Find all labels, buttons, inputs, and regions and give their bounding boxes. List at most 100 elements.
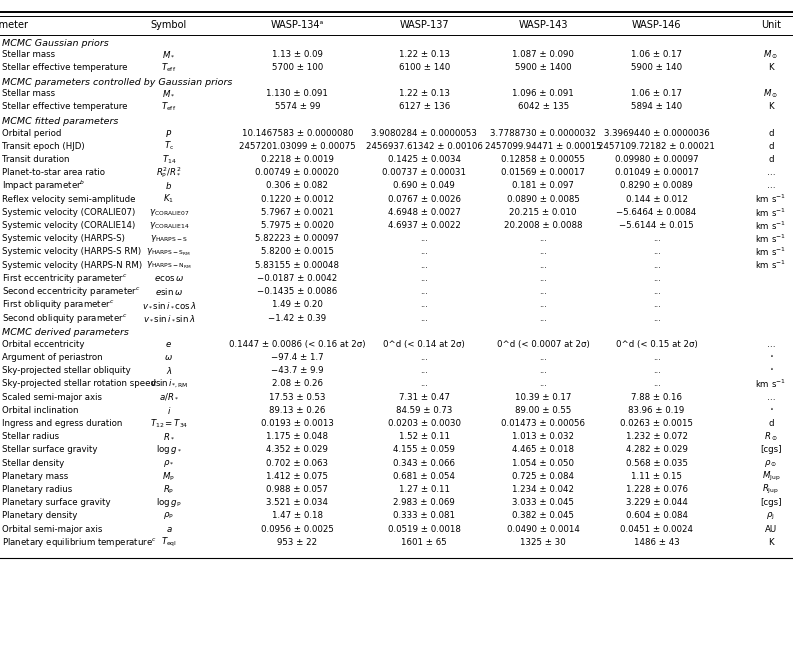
Text: 84.59 ± 0.73: 84.59 ± 0.73 xyxy=(396,406,453,415)
Text: 5574 ± 99: 5574 ± 99 xyxy=(274,103,320,111)
Text: $T_{\rm eff}$: $T_{\rm eff}$ xyxy=(161,62,177,74)
Text: 20.215 ± 0.010: 20.215 ± 0.010 xyxy=(509,208,577,217)
Text: 0.01473 ± 0.00056: 0.01473 ± 0.00056 xyxy=(501,419,585,428)
Text: K: K xyxy=(768,538,774,547)
Text: 5.7975 ± 0.0020: 5.7975 ± 0.0020 xyxy=(261,221,334,230)
Text: 5894 ± 140: 5894 ± 140 xyxy=(631,103,682,111)
Text: $\rho_{\rm J}$: $\rho_{\rm J}$ xyxy=(767,511,775,521)
Text: 0.181 ± 0.097: 0.181 ± 0.097 xyxy=(512,181,574,191)
Text: 0.0203 ± 0.0030: 0.0203 ± 0.0030 xyxy=(388,419,461,428)
Text: 0.1425 ± 0.0034: 0.1425 ± 0.0034 xyxy=(388,155,461,164)
Text: MCMC fitted parameters: MCMC fitted parameters xyxy=(2,117,119,126)
Text: 0.568 ± 0.035: 0.568 ± 0.035 xyxy=(626,458,688,468)
Text: 3.033 ± 0.045: 3.033 ± 0.045 xyxy=(512,499,574,507)
Text: $b$: $b$ xyxy=(166,180,172,191)
Text: 0.690 ± 0.049: 0.690 ± 0.049 xyxy=(393,181,455,191)
Text: MCMC derived parameters: MCMC derived parameters xyxy=(2,328,129,338)
Text: $\rho_\odot$: $\rho_\odot$ xyxy=(764,458,777,468)
Text: 1.175 ± 0.048: 1.175 ± 0.048 xyxy=(266,432,328,441)
Text: 7.88 ± 0.16: 7.88 ± 0.16 xyxy=(631,393,682,401)
Text: $T_{\rm eff}$: $T_{\rm eff}$ xyxy=(161,101,177,113)
Text: 0.725 ± 0.084: 0.725 ± 0.084 xyxy=(512,472,574,481)
Text: 0.1447 ± 0.0086 (< 0.16 at 2σ): 0.1447 ± 0.0086 (< 0.16 at 2σ) xyxy=(229,340,366,349)
Text: Systemic velocity (HARPS-N RM): Systemic velocity (HARPS-N RM) xyxy=(2,261,143,270)
Text: 1601 ± 65: 1601 ± 65 xyxy=(401,538,447,547)
Text: 0^d (< 0.15 at 2σ): 0^d (< 0.15 at 2σ) xyxy=(615,340,698,349)
Text: ...: ... xyxy=(653,366,661,375)
Text: ...: ... xyxy=(653,379,661,389)
Text: $R_{\rm Jup}$: $R_{\rm Jup}$ xyxy=(762,483,780,496)
Text: ...: ... xyxy=(420,379,428,389)
Text: 5.8200 ± 0.0015: 5.8200 ± 0.0015 xyxy=(261,248,334,256)
Text: Sky-projected stellar obliquity: Sky-projected stellar obliquity xyxy=(2,366,131,375)
Text: 89.13 ± 0.26: 89.13 ± 0.26 xyxy=(269,406,326,415)
Text: $\rho_{\rm P}$: $\rho_{\rm P}$ xyxy=(163,511,174,521)
Text: 1.13 ± 0.09: 1.13 ± 0.09 xyxy=(272,50,323,59)
Text: d: d xyxy=(768,419,773,428)
Text: 3.9080284 ± 0.0000053: 3.9080284 ± 0.0000053 xyxy=(371,129,477,138)
Text: $\gamma_{\rm CORALIE07}$: $\gamma_{\rm CORALIE07}$ xyxy=(148,207,190,218)
Text: 1.22 ± 0.13: 1.22 ± 0.13 xyxy=(399,89,450,98)
Text: 3.521 ± 0.034: 3.521 ± 0.034 xyxy=(266,499,328,507)
Text: 7.31 ± 0.47: 7.31 ± 0.47 xyxy=(399,393,450,401)
Text: 5700 ± 100: 5700 ± 100 xyxy=(272,63,323,72)
Text: 0.8290 ± 0.0089: 0.8290 ± 0.0089 xyxy=(620,181,693,191)
Text: Planetary equilibrium temperature$^c$: Planetary equilibrium temperature$^c$ xyxy=(2,536,157,549)
Text: ...: ... xyxy=(420,287,428,296)
Text: $P$: $P$ xyxy=(165,127,173,138)
Text: ...: ... xyxy=(653,248,661,256)
Text: $v_*\sin i_*\cos\lambda$: $v_*\sin i_*\cos\lambda$ xyxy=(142,300,196,309)
Text: 0.0263 ± 0.0015: 0.0263 ± 0.0015 xyxy=(620,419,693,428)
Text: ...: ... xyxy=(539,248,547,256)
Text: 20.2008 ± 0.0088: 20.2008 ± 0.0088 xyxy=(504,221,582,230)
Text: 0.343 ± 0.066: 0.343 ± 0.066 xyxy=(393,458,455,468)
Text: ...: ... xyxy=(539,313,547,323)
Text: ...: ... xyxy=(420,248,428,256)
Text: 0.00737 ± 0.00031: 0.00737 ± 0.00031 xyxy=(382,168,466,177)
Text: Second obliquity parameter$^c$: Second obliquity parameter$^c$ xyxy=(2,311,128,325)
Text: $i$: $i$ xyxy=(167,405,171,416)
Text: 0.09980 ± 0.00097: 0.09980 ± 0.00097 xyxy=(615,155,699,164)
Text: Stellar effective temperature: Stellar effective temperature xyxy=(2,103,128,111)
Text: 0.0193 ± 0.0013: 0.0193 ± 0.0013 xyxy=(261,419,334,428)
Text: 0.144 ± 0.012: 0.144 ± 0.012 xyxy=(626,195,688,203)
Text: WASP-143: WASP-143 xyxy=(519,21,568,30)
Text: WASP-137: WASP-137 xyxy=(400,21,449,30)
Text: $\log g_{\rm P}$: $\log g_{\rm P}$ xyxy=(156,497,182,509)
Text: $R_{\rm P}^2/R_*^2$: $R_{\rm P}^2/R_*^2$ xyxy=(156,165,182,180)
Text: 1.47 ± 0.18: 1.47 ± 0.18 xyxy=(272,511,323,521)
Text: $T_{\rm c}$: $T_{\rm c}$ xyxy=(164,140,174,152)
Text: ...: ... xyxy=(539,301,547,309)
Text: 1.096 ± 0.091: 1.096 ± 0.091 xyxy=(512,89,574,98)
Text: −0.1435 ± 0.0086: −0.1435 ± 0.0086 xyxy=(257,287,338,296)
Text: 1.52 ± 0.11: 1.52 ± 0.11 xyxy=(399,432,450,441)
Text: 5.7967 ± 0.0021: 5.7967 ± 0.0021 xyxy=(261,208,334,217)
Text: ...: ... xyxy=(420,274,428,283)
Text: $^\circ$: $^\circ$ xyxy=(768,366,774,375)
Text: 0^d (< 0.14 at 2σ): 0^d (< 0.14 at 2σ) xyxy=(383,340,465,349)
Text: $T_{12}=T_{34}$: $T_{12}=T_{34}$ xyxy=(150,417,188,429)
Text: ...: ... xyxy=(653,301,661,309)
Text: ...: ... xyxy=(653,261,661,270)
Text: Stellar mass: Stellar mass xyxy=(2,50,56,59)
Text: ...: ... xyxy=(539,353,547,362)
Text: 4.352 ± 0.029: 4.352 ± 0.029 xyxy=(266,446,328,454)
Text: 0^d (< 0.0007 at 2σ): 0^d (< 0.0007 at 2σ) xyxy=(497,340,589,349)
Text: 0.306 ± 0.082: 0.306 ± 0.082 xyxy=(266,181,328,191)
Text: km s$^{-1}$: km s$^{-1}$ xyxy=(755,219,787,231)
Text: Stellar density: Stellar density xyxy=(2,458,64,468)
Text: Transit duration: Transit duration xyxy=(2,155,70,164)
Text: $M_{\rm Jup}$: $M_{\rm Jup}$ xyxy=(761,470,780,483)
Text: Planet-to-star area ratio: Planet-to-star area ratio xyxy=(2,168,105,177)
Text: Ingress and egress duration: Ingress and egress duration xyxy=(2,419,123,428)
Text: Orbital inclination: Orbital inclination xyxy=(2,406,79,415)
Text: $\gamma_{\rm HARPS-N_{RM}}$: $\gamma_{\rm HARPS-N_{RM}}$ xyxy=(146,260,192,271)
Text: 3.229 ± 0.044: 3.229 ± 0.044 xyxy=(626,499,688,507)
Text: ...: ... xyxy=(653,287,661,296)
Text: $\gamma_{\rm HARPS-S_{RM}}$: $\gamma_{\rm HARPS-S_{RM}}$ xyxy=(147,246,191,258)
Text: $e\cos\omega$: $e\cos\omega$ xyxy=(154,274,184,283)
Text: d: d xyxy=(768,142,773,151)
Text: 0.0890 ± 0.0085: 0.0890 ± 0.0085 xyxy=(507,195,580,203)
Text: Parameter: Parameter xyxy=(0,21,28,30)
Text: 0.01049 ± 0.00017: 0.01049 ± 0.00017 xyxy=(615,168,699,177)
